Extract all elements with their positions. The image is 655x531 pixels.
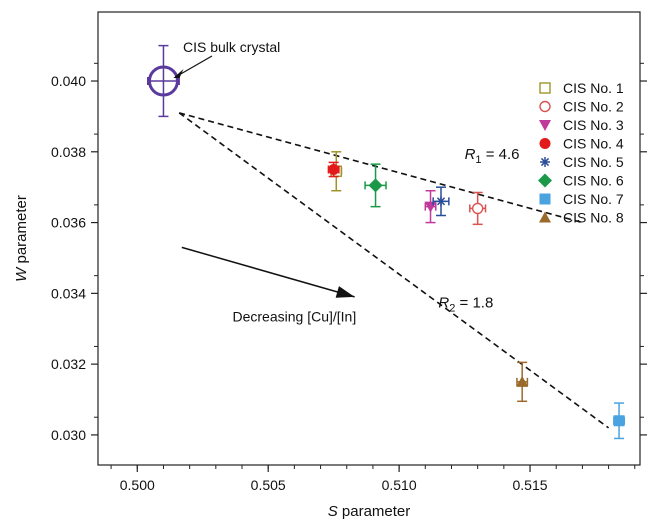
- fit-label-symbol: R: [465, 146, 476, 163]
- x-tick-label: 0.515: [513, 477, 548, 493]
- legend-marker-2: [539, 100, 551, 113]
- legend-label-6: CIS No. 6: [563, 173, 624, 189]
- x-tick-label: 0.505: [251, 477, 286, 493]
- x-axis-label-symbol: S: [328, 503, 338, 520]
- fit-line-1: [178, 112, 583, 224]
- legend-label-8: CIS No. 8: [563, 210, 624, 226]
- annotation-label: Decreasing [Cu]/[In]: [233, 309, 357, 325]
- data-point-marker: [516, 375, 529, 387]
- y-axis-label-symbol: W: [13, 266, 30, 282]
- legend-label-3: CIS No. 3: [563, 117, 624, 133]
- data-point-cis-3: [424, 189, 437, 224]
- legend-label-7: CIS No. 7: [563, 191, 624, 207]
- data-point-marker: [613, 415, 625, 427]
- plot-frame: [97, 11, 641, 466]
- y-tick-label: 0.036: [51, 215, 86, 231]
- x-axis-label-text: parameter: [338, 503, 411, 520]
- legend-marker-8: [539, 211, 551, 223]
- asterisk-stroke: [540, 157, 550, 167]
- annotation-arrow-head: [335, 286, 355, 298]
- bulk-crystal-label: CIS bulk crystal: [183, 39, 280, 55]
- data-point-cis-8: [516, 361, 529, 403]
- fit-label-value: = 4.6: [482, 146, 520, 163]
- data-point-cis-6: [364, 163, 387, 208]
- data-point-marker: [436, 196, 447, 207]
- y-tick-label: 0.034: [51, 285, 86, 301]
- bulk-crystal-point: [146, 44, 180, 118]
- legend-marker-1: [539, 82, 551, 94]
- y-tick-label: 0.040: [51, 73, 86, 89]
- y-tick-label: 0.032: [51, 356, 86, 372]
- legend-marker-4: [539, 138, 551, 149]
- data-point-marker: [328, 163, 340, 175]
- fit-line-2: [178, 112, 610, 429]
- legend-label-4: CIS No. 4: [563, 136, 624, 152]
- data-point-cis-7: [613, 402, 626, 440]
- data-point-cis-4: [327, 161, 340, 178]
- fit-label-symbol: R: [438, 295, 449, 312]
- asterisk-stroke: [436, 197, 446, 206]
- x-tick-label: 0.500: [120, 477, 155, 493]
- legend-label-2: CIS No. 2: [563, 99, 624, 115]
- data-point-marker: [368, 178, 383, 193]
- x-tick-label: 0.510: [382, 477, 417, 493]
- fit-label-2: R2 = 1.8: [438, 295, 493, 315]
- legend-label-1: CIS No. 1: [563, 80, 624, 96]
- fit-label-subscript: 1: [475, 154, 481, 166]
- legend-marker-7: [539, 193, 551, 205]
- y-axis-label-text: parameter: [13, 195, 30, 268]
- y-axis-label: W parameter: [13, 195, 30, 282]
- x-axis-label: S parameter: [328, 503, 411, 520]
- fit-label-1: R1 = 4.6: [465, 146, 520, 166]
- y-tick-label: 0.038: [51, 144, 86, 160]
- y-tick-label: 0.030: [51, 427, 86, 443]
- fit-label-subscript: 2: [449, 303, 455, 315]
- legend-marker-3: [539, 120, 551, 131]
- data-point-cis-2: [469, 191, 487, 226]
- data-point-cis-5: [432, 186, 450, 217]
- legend-marker-5: [540, 157, 550, 167]
- bulk-crystal-marker: [147, 65, 179, 97]
- bulk-label-pointer-head: [173, 69, 184, 79]
- legend-marker-6: [538, 173, 552, 188]
- bulk-label-pointer: [175, 55, 213, 78]
- legend-label-5: CIS No. 5: [563, 154, 624, 170]
- fit-label-value: = 1.8: [455, 295, 493, 312]
- annotation-arrow-shaft: [181, 246, 355, 298]
- data-point-marker: [471, 202, 484, 215]
